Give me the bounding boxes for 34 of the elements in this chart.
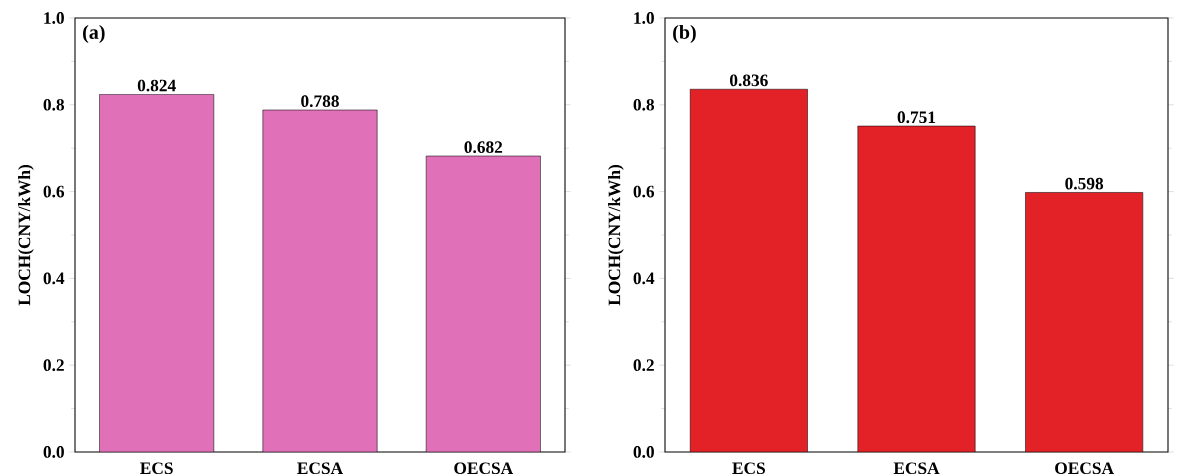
bar — [1025, 192, 1144, 452]
x-tick-label: ECS — [140, 462, 173, 475]
bar — [689, 88, 808, 452]
data-label: 0.682 — [464, 141, 503, 154]
x-tick-label: ECS — [732, 462, 765, 475]
y-tick-label: 0.8 — [633, 98, 655, 111]
annotation: (a) — [83, 24, 105, 44]
data-label: 0.598 — [1065, 177, 1104, 190]
y-tick-label: 0.4 — [43, 272, 65, 285]
x-tick-label: ECSA — [893, 462, 940, 475]
bar — [857, 125, 976, 452]
y-tick-label: 0.2 — [633, 359, 654, 372]
y-tick-label: 0.6 — [633, 185, 655, 198]
y-axis-title: LOCH(CNY/kWh) — [608, 164, 624, 306]
y-tick-label: 0.8 — [43, 98, 65, 111]
x-tick-label: ECSA — [297, 462, 343, 475]
x-tick-label: OECSA — [454, 462, 514, 475]
data-label: 0.836 — [730, 74, 768, 87]
data-label: 0.824 — [137, 79, 176, 92]
y-tick-label: 0.4 — [633, 272, 655, 285]
y-tick-label: 0.0 — [43, 446, 64, 458]
annotation: (b) — [673, 24, 696, 44]
y-tick-label: 0.0 — [633, 446, 654, 458]
bar — [262, 109, 378, 452]
y-tick-label: 1.0 — [634, 12, 654, 24]
y-tick-label: 0.6 — [43, 185, 65, 198]
y-tick-label: 0.2 — [43, 359, 64, 372]
data-label: 0.788 — [301, 95, 339, 108]
bar — [425, 155, 541, 452]
y-tick-label: 1.0 — [44, 12, 64, 24]
y-axis-title: LOCH(CNY/kWh) — [18, 164, 34, 306]
data-label: 0.751 — [897, 111, 936, 124]
bar — [99, 94, 215, 452]
x-tick-label: OECSA — [1055, 462, 1114, 475]
